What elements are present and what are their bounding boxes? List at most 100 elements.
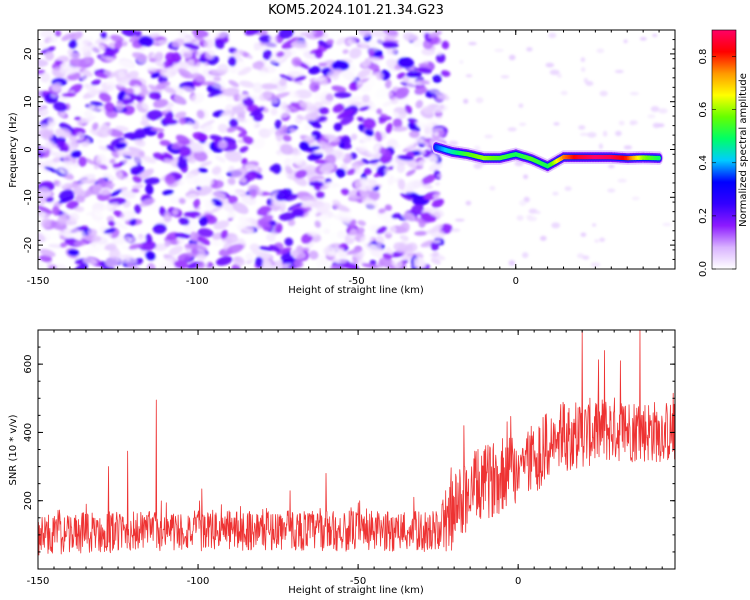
heatmap-cell [196, 261, 206, 269]
y-tick-label: -10 [23, 189, 34, 205]
heatmap-cell [507, 127, 517, 132]
heatmap-cell [38, 261, 45, 268]
heatmap-cell [334, 91, 352, 99]
heatmap-cell [98, 163, 108, 170]
heatmap-cell [200, 185, 212, 193]
heatmap-cell [272, 92, 290, 100]
heatmap-cell [239, 80, 255, 88]
heatmap-cell [99, 261, 115, 269]
x-tick-label: -150 [27, 276, 50, 287]
heatmap-cell [494, 48, 504, 53]
y-tick-label: 10 [23, 95, 34, 108]
heatmap-cell [397, 155, 414, 161]
heatmap-cell [251, 249, 265, 257]
ridge-cell [657, 155, 661, 161]
heatmap-cell [394, 87, 410, 100]
y-tick-label: 20 [23, 48, 34, 61]
heatmap-cell [391, 258, 403, 269]
heatmap-cell [516, 215, 524, 221]
heatmap-cell [45, 140, 55, 150]
heatmap-cell [349, 219, 357, 229]
heatmap-cell [268, 35, 277, 43]
heatmap-cell [178, 197, 186, 205]
heatmap-cell [397, 57, 415, 69]
heatmap-cell [177, 68, 194, 79]
heatmap-cell [81, 118, 92, 124]
heatmap-cell [318, 106, 330, 115]
heatmap-cell [70, 150, 82, 159]
heatmap-cell [95, 154, 107, 166]
heatmap-cell [459, 60, 464, 64]
heatmap-cell [189, 231, 198, 242]
colorbar-label: Normalized spectral amplitude [738, 73, 749, 227]
colorbar-ticks: 0.0 0.2 0.4 0.6 0.8 [698, 49, 736, 277]
heatmap-cell [92, 122, 99, 131]
heatmap-cell [308, 66, 321, 75]
heatmap-cell [269, 244, 281, 253]
heatmap-cell [120, 210, 136, 222]
heatmap-cell [405, 169, 416, 177]
heatmap-cell [63, 223, 77, 232]
heatmap-cell [433, 131, 440, 136]
heatmap-cell [368, 49, 375, 57]
heatmap-cell [363, 167, 372, 175]
heatmap-cell [215, 155, 226, 163]
heatmap-cell [275, 188, 293, 201]
heatmap-cell [59, 242, 68, 248]
heatmap-cell [418, 79, 430, 85]
heatmap-cell [300, 30, 317, 37]
heatmap-cell [211, 198, 223, 207]
heatmap-cell [152, 223, 167, 234]
heatmap-cell [61, 32, 76, 41]
heatmap-cell [294, 75, 307, 82]
heatmap-cell [299, 101, 316, 111]
heatmap-cell [259, 34, 272, 43]
x-tick-label: -50 [350, 576, 366, 587]
heatmap-cell [258, 91, 273, 101]
heatmap-cell [186, 193, 197, 200]
heatmap-cell [326, 68, 343, 78]
heatmap-cell [313, 76, 326, 82]
heatmap-cell [210, 69, 228, 75]
heatmap-cell [662, 222, 672, 227]
heatmap-cell [39, 248, 56, 258]
heatmap-cell [299, 196, 318, 202]
heatmap-cell [647, 114, 656, 119]
heatmap-cell [399, 234, 409, 241]
heatmap-cell [396, 72, 406, 79]
heatmap-cell [318, 62, 328, 67]
colorbar-tick-label: 0.8 [698, 49, 709, 65]
heatmap-cell [378, 147, 392, 157]
heatmap-cell [356, 227, 365, 234]
heatmap-cell [146, 110, 163, 121]
heatmap-cell [120, 190, 136, 199]
heatmap-cell [602, 130, 608, 137]
heatmap-cell [341, 261, 360, 269]
heatmap-cell [433, 115, 445, 122]
heatmap-cell [428, 84, 446, 95]
heatmap-cell [451, 228, 461, 232]
heatmap-cell [508, 260, 516, 266]
heatmap-cell [270, 108, 278, 116]
heatmap-cell [623, 145, 633, 150]
heatmap-cell [183, 225, 191, 234]
heatmap-cell [392, 118, 403, 128]
heatmap-cell [190, 102, 203, 110]
heatmap-cell [67, 249, 80, 257]
heatmap-cell [238, 225, 255, 235]
heatmap-cell [128, 243, 143, 250]
heatmap-cell [294, 169, 308, 179]
heatmap-cell [192, 131, 208, 142]
heatmap-cell [115, 125, 129, 132]
heatmap-cell [321, 99, 332, 105]
heatmap-cell [52, 205, 60, 216]
heatmap-cell [171, 209, 179, 216]
heatmap-cell [131, 184, 144, 190]
heatmap-cell [519, 200, 527, 206]
heatmap-cell [403, 140, 415, 149]
heatmap-cell [508, 54, 516, 61]
heatmap-cell [341, 70, 357, 82]
heatmap-cell [99, 187, 112, 195]
heatmap-cell [465, 200, 472, 206]
